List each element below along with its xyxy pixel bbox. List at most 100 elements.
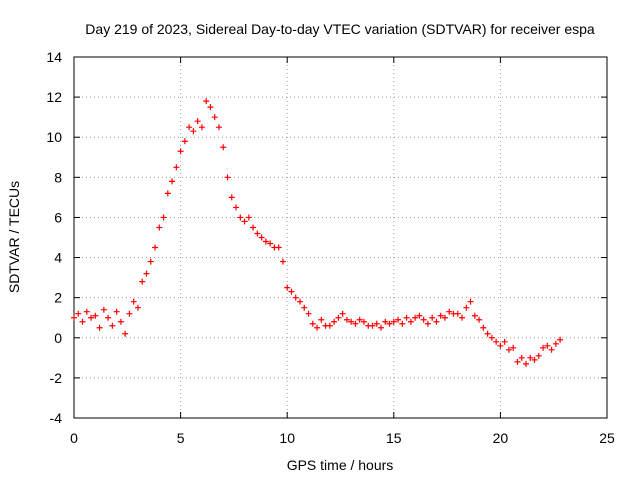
- data-point: [75, 310, 82, 317]
- data-point: [143, 270, 150, 277]
- data-point: [505, 346, 512, 353]
- data-point: [339, 310, 346, 317]
- data-point: [164, 190, 171, 197]
- data-point: [540, 344, 547, 351]
- data-point: [446, 308, 453, 315]
- data-point: [254, 230, 261, 237]
- data-point: [480, 324, 487, 331]
- data-point: [215, 124, 222, 131]
- data-point: [552, 340, 559, 347]
- data-point: [122, 330, 129, 337]
- data-point: [356, 316, 363, 323]
- data-point: [169, 178, 176, 185]
- data-point: [395, 316, 402, 323]
- data-point: [207, 104, 214, 111]
- data-point: [522, 360, 529, 367]
- data-point: [510, 344, 517, 351]
- data-point: [79, 318, 86, 325]
- data-point: [331, 318, 338, 325]
- data-point: [471, 312, 478, 319]
- data-point: [369, 322, 376, 329]
- x-tick-label: 5: [177, 430, 185, 446]
- data-point: [420, 316, 427, 323]
- data-point: [245, 214, 252, 221]
- data-point: [412, 314, 419, 321]
- data-point: [301, 304, 308, 311]
- data-point: [493, 338, 500, 345]
- data-point: [527, 354, 534, 361]
- data-point: [305, 310, 312, 317]
- data-point: [177, 148, 184, 155]
- data-point: [403, 314, 410, 321]
- data-point: [224, 174, 231, 181]
- data-point: [437, 312, 444, 319]
- y-tick-label: 14: [46, 49, 62, 65]
- chart-title: Day 219 of 2023, Sidereal Day-to-day VTE…: [85, 21, 595, 37]
- data-point: [139, 278, 146, 285]
- data-point: [241, 218, 248, 225]
- data-point: [262, 238, 269, 245]
- plot-frame: [73, 56, 608, 419]
- data-point: [279, 258, 286, 265]
- data-point: [314, 324, 321, 331]
- data-point: [292, 294, 299, 301]
- data-point: [134, 304, 141, 311]
- data-point: [463, 304, 470, 311]
- data-point: [220, 144, 227, 151]
- data-point: [441, 314, 448, 321]
- x-tick-label: 0: [70, 430, 78, 446]
- data-point: [275, 244, 282, 251]
- data-point: [284, 284, 291, 291]
- y-tick-label: 0: [54, 330, 62, 346]
- data-point: [96, 324, 103, 331]
- y-tick-label: 2: [54, 290, 62, 306]
- data-point: [335, 314, 342, 321]
- data-point: [429, 314, 436, 321]
- data-point: [126, 310, 133, 317]
- data-point: [382, 318, 389, 325]
- y-tick-label: 12: [46, 89, 62, 105]
- y-tick-label: 6: [54, 209, 62, 225]
- data-point: [250, 224, 257, 231]
- data-point: [407, 318, 414, 325]
- data-point: [386, 320, 393, 327]
- data-point: [109, 322, 116, 329]
- axis-ticks: 0 5 10 15 20 25 -4 -2 0 2 4 6 8 10 12 14: [46, 49, 615, 446]
- data-point: [459, 314, 466, 321]
- x-axis-label: GPS time / hours: [287, 457, 394, 473]
- data-point: [152, 244, 159, 251]
- data-point: [548, 346, 555, 353]
- data-point: [105, 314, 112, 321]
- data-point: [531, 356, 538, 363]
- data-point: [130, 298, 137, 305]
- data-point: [424, 320, 431, 327]
- data-point: [237, 214, 244, 221]
- data-point: [544, 342, 551, 349]
- data-point: [203, 98, 210, 105]
- y-axis-label: SDTVAR / TECUs: [6, 181, 22, 293]
- data-point: [100, 306, 107, 313]
- data-point: [326, 322, 333, 329]
- data-point: [348, 318, 355, 325]
- data-point: [514, 358, 521, 365]
- data-point: [518, 354, 525, 361]
- data-point: [88, 314, 95, 321]
- data-series: [71, 98, 564, 367]
- data-point: [288, 288, 295, 295]
- data-point: [160, 214, 167, 221]
- y-tick-label: 8: [54, 169, 62, 185]
- data-point: [117, 318, 124, 325]
- data-point: [535, 352, 542, 359]
- data-point: [71, 314, 77, 321]
- data-point: [373, 320, 380, 327]
- x-tick-label: 15: [386, 430, 402, 446]
- data-point: [92, 312, 99, 319]
- data-point: [198, 124, 205, 131]
- data-point: [190, 128, 197, 135]
- y-tick-label: 10: [46, 129, 62, 145]
- data-point: [476, 316, 483, 323]
- data-point: [83, 308, 90, 315]
- x-tick-label: 20: [493, 430, 509, 446]
- data-point: [416, 312, 423, 319]
- data-point: [267, 240, 274, 247]
